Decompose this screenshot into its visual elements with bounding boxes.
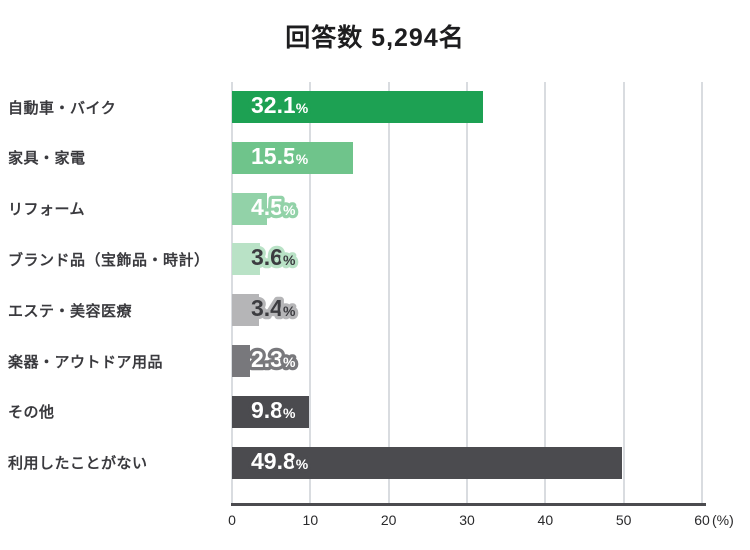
value-unit: % (296, 100, 309, 116)
value-number: 15.5 (251, 143, 296, 169)
value-label: 32.1% (248, 89, 312, 122)
category-label: その他 (8, 404, 55, 422)
value-label: 3.4% (248, 292, 299, 325)
bar-row: リフォーム 4.5% (0, 190, 750, 225)
value-number: 2.3 (251, 346, 283, 372)
x-axis-tick-label: 40 (537, 512, 554, 528)
category-label: 楽器・アウトドア用品 (8, 353, 164, 371)
x-axis-tick-label: 20 (380, 512, 397, 528)
bar (232, 294, 259, 327)
bar (232, 243, 261, 276)
value-label: 4.5% (248, 190, 299, 223)
x-axis-unit-label: (%) (712, 512, 734, 528)
bar-row: その他 9.8% (0, 394, 750, 428)
svg-text:3.4%: 3.4% (251, 295, 296, 321)
value-unit: % (283, 252, 296, 268)
value-number: 9.8 (251, 397, 283, 423)
value-label: 49.8% (248, 444, 312, 477)
value-unit: % (283, 354, 296, 370)
value-unit: % (296, 151, 309, 167)
value-label: 3.6% (248, 241, 299, 274)
category-label: ブランド品（宝飾品・時計） (8, 251, 210, 269)
bar (232, 192, 268, 225)
category-label: 利用したことがない (8, 455, 148, 473)
value-number: 49.8 (251, 448, 296, 474)
bar (232, 395, 309, 428)
value-number: 3.6 (251, 244, 283, 270)
chart-title: 回答数 5,294名 (285, 24, 465, 52)
category-label: 自動車・バイク (8, 99, 117, 117)
x-axis-tick-label: 10 (302, 512, 319, 528)
value-number: 4.5 (251, 194, 283, 220)
x-axis-tick-label: 50 (615, 512, 632, 528)
bar-row: 利用したことがない 49.8% (0, 444, 750, 479)
svg-text:15.5%: 15.5% (251, 143, 309, 169)
svg-text:32.1%: 32.1% (251, 92, 309, 118)
value-label: 2.3% (248, 343, 299, 376)
bar-row: 家具・家電 15.5% (0, 140, 750, 174)
category-label: エステ・美容医療 (8, 302, 133, 320)
svg-text:49.8%: 49.8% (251, 448, 309, 474)
gridline (622, 82, 625, 503)
value-unit: % (296, 456, 309, 472)
gridline (544, 82, 547, 503)
category-label: リフォーム (8, 201, 86, 219)
gridline (701, 82, 703, 503)
bar (232, 91, 484, 123)
bar-row: ブランド品（宝飾品・時計） 3.6% (0, 241, 750, 276)
value-label: 9.8% (248, 394, 299, 427)
gridline (466, 82, 468, 503)
bar (232, 446, 623, 479)
bar-row: 自動車・バイク 32.1% (0, 89, 750, 123)
svg-text:9.8%: 9.8% (251, 397, 296, 423)
bar-row: 楽器・アウトドア用品 2.3% (0, 343, 750, 377)
x-axis-tick-label: 0 (228, 512, 236, 528)
value-unit: % (283, 405, 296, 421)
svg-text:2.3%: 2.3% (251, 346, 296, 372)
x-axis-tick-label: 60 (694, 512, 710, 528)
svg-text:4.5%: 4.5% (251, 194, 296, 220)
gridline (387, 82, 390, 503)
value-number: 32.1 (251, 92, 296, 118)
svg-text:3.6%: 3.6% (251, 244, 296, 270)
gridline (231, 82, 233, 503)
value-label: 15.5% (248, 140, 312, 173)
bar-row: エステ・美容医療 3.4% (0, 292, 750, 327)
category-label: 家具・家電 (8, 150, 86, 168)
value-number: 3.4 (251, 295, 283, 321)
x-axis-tick-label: 30 (459, 512, 475, 528)
gridline (309, 82, 312, 503)
value-unit: % (283, 202, 296, 218)
value-unit: % (283, 303, 296, 319)
bar (232, 141, 354, 174)
x-axis-line (231, 503, 706, 506)
bar (232, 345, 251, 377)
